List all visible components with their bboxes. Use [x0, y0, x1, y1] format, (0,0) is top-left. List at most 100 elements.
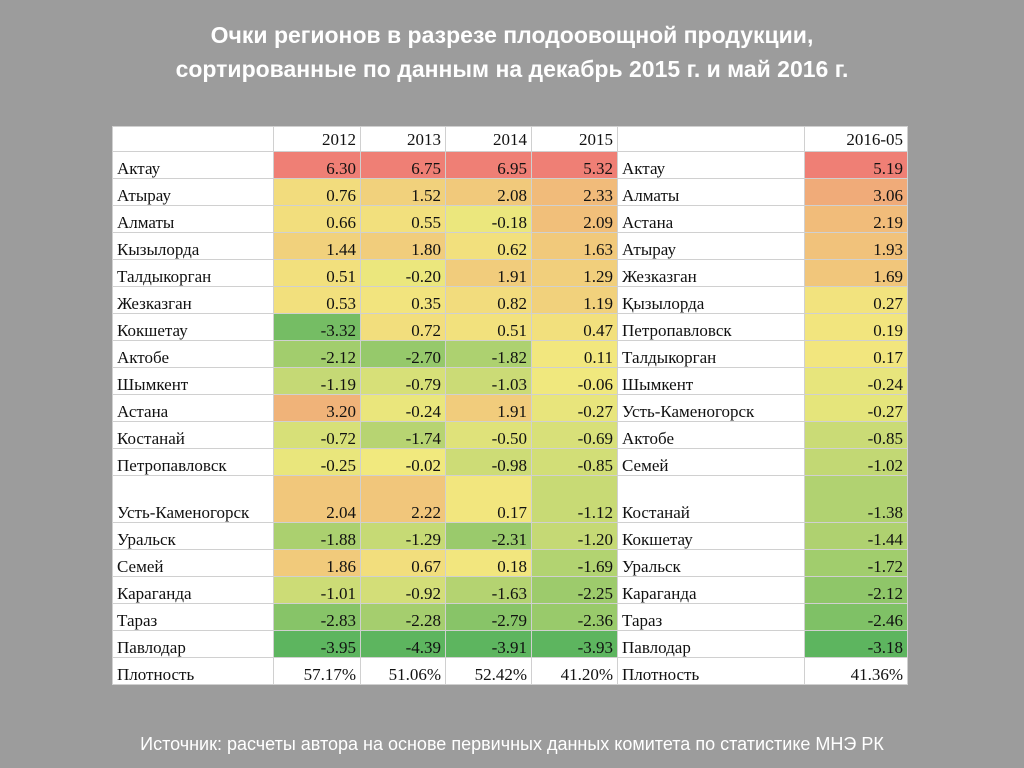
score-cell: 1.19: [531, 286, 618, 314]
score-cell: -1.88: [273, 522, 361, 550]
column-header: 2015: [531, 126, 618, 152]
scores-table: 2012 2013 2014 2015 2016-05 Актау 6.30 6.75 6.95…: [112, 126, 908, 685]
column-header: [112, 126, 274, 152]
score-cell: -0.92: [360, 576, 446, 604]
table-row: Кокшетау -3.32 0.72 0.51 0.47 Петропавловск 0.…: [112, 313, 908, 341]
score-cell-2016: 1.69: [804, 259, 908, 287]
region-name-2016: Семей: [617, 448, 805, 476]
density-label-2016: Плотность: [617, 657, 805, 685]
score-cell: -1.29: [360, 522, 446, 550]
table-row: Актау 6.30 6.75 6.95 5.32 Актау 5.19: [112, 151, 908, 179]
score-cell: -1.69: [531, 549, 618, 577]
table-row: Петропавловск -0.25 -0.02 -0.98 -0.85 Семей -1…: [112, 448, 908, 476]
region-name: Актау: [112, 151, 274, 179]
region-name: Атырау: [112, 178, 274, 206]
score-cell: 2.22: [360, 475, 446, 523]
score-cell: 0.11: [531, 340, 618, 368]
density-label: Плотность: [112, 657, 274, 685]
score-cell: -1.63: [445, 576, 532, 604]
score-cell: 1.91: [445, 259, 532, 287]
score-cell-2016: -2.46: [804, 603, 908, 631]
density-cell: 52.42%: [445, 657, 532, 685]
score-cell: 0.17: [445, 475, 532, 523]
score-cell: -0.02: [360, 448, 446, 476]
score-cell: -0.72: [273, 421, 361, 449]
score-cell: 0.62: [445, 232, 532, 260]
score-cell: -2.25: [531, 576, 618, 604]
region-name: Кокшетау: [112, 313, 274, 341]
region-name-2016: Петропавловск: [617, 313, 805, 341]
score-cell-2016: -1.72: [804, 549, 908, 577]
score-cell-2016: 5.19: [804, 151, 908, 179]
region-name-2016: Кокшетау: [617, 522, 805, 550]
region-name-2016: Жезказган: [617, 259, 805, 287]
score-cell: 1.29: [531, 259, 618, 287]
score-cell-2016: 0.17: [804, 340, 908, 368]
table-row: Талдыкорган 0.51 -0.20 1.91 1.29 Жезказган 1.6…: [112, 259, 908, 287]
score-cell-2016: -0.85: [804, 421, 908, 449]
score-cell: 0.67: [360, 549, 446, 577]
region-name: Кызылорда: [112, 232, 274, 260]
score-cell-2016: 3.06: [804, 178, 908, 206]
table-row: Алматы 0.66 0.55 -0.18 2.09 Астана 2.19: [112, 205, 908, 233]
title-line-1: Очки регионов в разрезе плодоовощной про…: [210, 22, 814, 48]
region-name: Усть-Каменогорск: [112, 475, 274, 523]
column-header: 2014: [445, 126, 532, 152]
table-row: Атырау 0.76 1.52 2.08 2.33 Алматы 3.06: [112, 178, 908, 206]
score-cell: 0.51: [273, 259, 361, 287]
score-cell: -3.91: [445, 630, 532, 658]
score-cell-2016: -3.18: [804, 630, 908, 658]
table-row: Тараз -2.83 -2.28 -2.79 -2.36 Тараз -2.46: [112, 603, 908, 631]
score-cell: 0.47: [531, 313, 618, 341]
score-cell: 0.72: [360, 313, 446, 341]
region-name-2016: Талдыкорган: [617, 340, 805, 368]
region-name: Тараз: [112, 603, 274, 631]
region-name-2016: Астана: [617, 205, 805, 233]
score-cell: -0.25: [273, 448, 361, 476]
score-cell: 3.20: [273, 394, 361, 422]
score-cell: -3.93: [531, 630, 618, 658]
score-cell-2016: -1.44: [804, 522, 908, 550]
score-cell: 0.82: [445, 286, 532, 314]
table-row: Семей 1.86 0.67 0.18 -1.69 Уральск -1.72: [112, 549, 908, 577]
score-cell: -2.12: [273, 340, 361, 368]
table-row: Жезказган 0.53 0.35 0.82 1.19 Қызылорда 0.27: [112, 286, 908, 314]
score-cell: -1.03: [445, 367, 532, 395]
region-name: Петропавловск: [112, 448, 274, 476]
score-cell: -3.95: [273, 630, 361, 658]
score-cell: -0.27: [531, 394, 618, 422]
score-cell: 2.08: [445, 178, 532, 206]
density-row: Плотность 57.17% 51.06% 52.42% 41.20% Плотнос…: [112, 657, 908, 685]
region-name: Актобе: [112, 340, 274, 368]
column-header: [617, 126, 805, 152]
score-cell: -4.39: [360, 630, 446, 658]
table-row: Кызылорда 1.44 1.80 0.62 1.63 Атырау 1.93: [112, 232, 908, 260]
score-cell: -0.20: [360, 259, 446, 287]
score-cell: 1.52: [360, 178, 446, 206]
score-cell: -0.69: [531, 421, 618, 449]
header-row: 2012 2013 2014 2015 2016-05: [112, 126, 908, 152]
region-name: Талдыкорган: [112, 259, 274, 287]
score-cell: 2.09: [531, 205, 618, 233]
score-cell: -3.32: [273, 313, 361, 341]
score-cell-2016: -0.27: [804, 394, 908, 422]
column-header: 2012: [273, 126, 361, 152]
score-cell: 0.35: [360, 286, 446, 314]
region-name: Павлодар: [112, 630, 274, 658]
score-cell: 1.91: [445, 394, 532, 422]
score-cell: 0.55: [360, 205, 446, 233]
score-cell: 1.86: [273, 549, 361, 577]
score-cell: -1.82: [445, 340, 532, 368]
score-cell: -0.79: [360, 367, 446, 395]
score-cell: -0.98: [445, 448, 532, 476]
score-cell-2016: -2.12: [804, 576, 908, 604]
score-cell: -0.06: [531, 367, 618, 395]
score-cell: -2.36: [531, 603, 618, 631]
table-row: Астана 3.20 -0.24 1.91 -0.27 Усть-Каменогорск…: [112, 394, 908, 422]
source-note: Источник: расчеты автора на основе перви…: [140, 734, 884, 754]
score-cell: 0.51: [445, 313, 532, 341]
score-cell: -1.01: [273, 576, 361, 604]
region-name-2016: Тараз: [617, 603, 805, 631]
table-row: Шымкент -1.19 -0.79 -1.03 -0.06 Шымкент -0.24: [112, 367, 908, 395]
region-name-2016: Қызылорда: [617, 286, 805, 314]
